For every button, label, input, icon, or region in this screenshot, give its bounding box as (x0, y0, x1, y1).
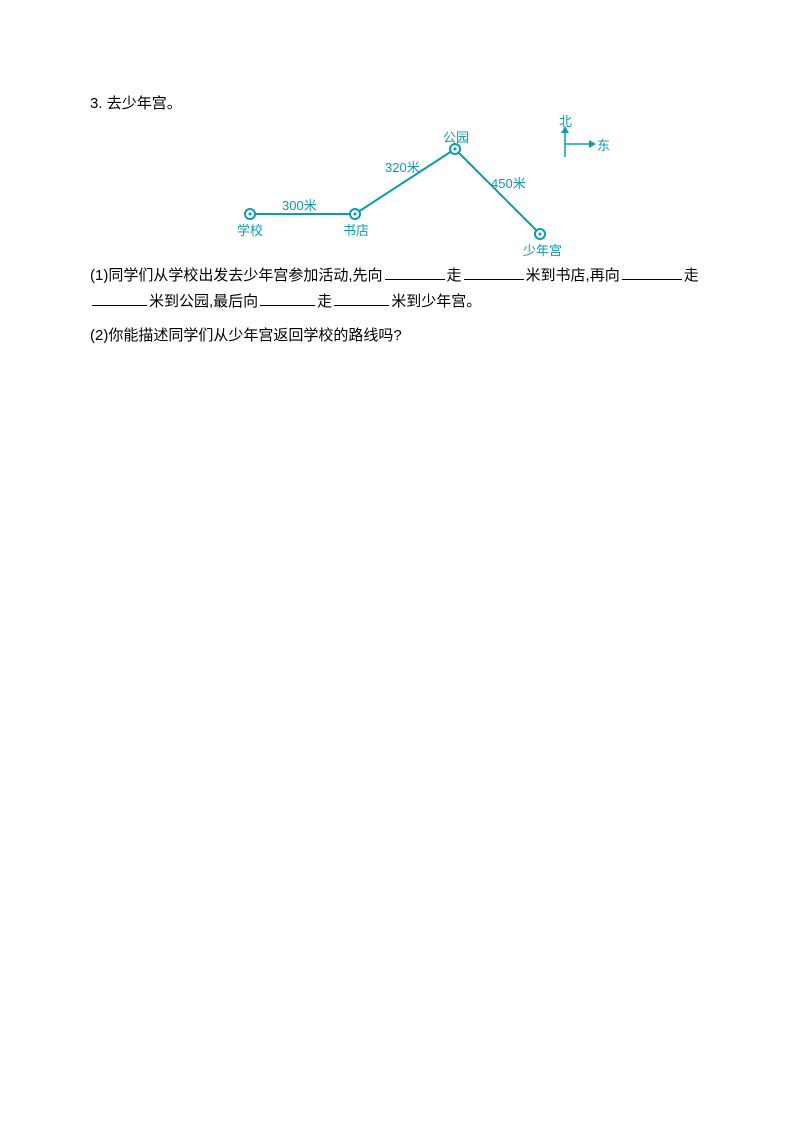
q1-p2: 米到书店,再向 (526, 267, 620, 284)
compass-east-arrow (589, 140, 596, 148)
q1-p5: 走 (317, 293, 332, 310)
label-park: 公园 (443, 127, 469, 146)
q1-p6: 米到少年宫。 (391, 293, 481, 310)
blank-dist3[interactable] (334, 290, 389, 306)
blank-dist2[interactable] (92, 290, 147, 306)
diagram-svg (225, 119, 625, 259)
q1-p0: (1)同学们从学校出发去少年宫参加活动,先向 (90, 267, 383, 284)
compass-north-label: 北 (559, 111, 572, 130)
node-youthpalace-dot (539, 233, 542, 236)
q1-p3: 走 (684, 267, 699, 284)
q1-p1: 走 (447, 267, 462, 284)
problem-title: 3. 去少年宫。 (90, 92, 703, 113)
blank-dir2[interactable] (622, 264, 682, 280)
problem-title-text: 去少年宫。 (107, 95, 182, 112)
blank-dist1[interactable] (464, 264, 524, 280)
dist-300: 300米 (282, 195, 317, 214)
blank-dir3[interactable] (260, 290, 315, 306)
problem-number: 3. (90, 95, 103, 112)
dist-450: 450米 (491, 173, 526, 192)
compass-east-label: 东 (597, 135, 610, 154)
label-youthpalace: 少年宫 (523, 240, 562, 259)
question-2: (2)你能描述同学们从少年宫返回学校的路线吗? (90, 324, 703, 345)
dist-320: 320米 (385, 157, 420, 176)
blank-dir1[interactable] (385, 264, 445, 280)
label-bookstore: 书店 (343, 220, 369, 239)
label-school: 学校 (237, 220, 263, 239)
route-diagram: 学校 书店 公园 少年宫 300米 320米 450米 北 东 (225, 119, 625, 259)
question-1: (1)同学们从学校出发去少年宫参加活动,先向走米到书店,再向走米到公园,最后向走… (90, 263, 703, 314)
node-park-dot (454, 148, 457, 151)
node-bookstore-dot (354, 213, 357, 216)
node-school-dot (249, 213, 252, 216)
q1-p4: 米到公园,最后向 (149, 293, 258, 310)
